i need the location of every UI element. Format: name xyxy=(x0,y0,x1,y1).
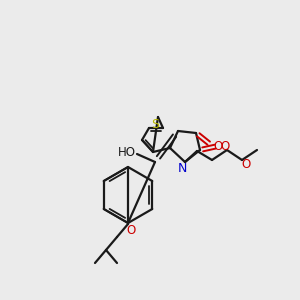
Text: O: O xyxy=(242,158,250,172)
Text: O: O xyxy=(126,224,136,236)
Text: O: O xyxy=(220,140,230,152)
Text: S: S xyxy=(151,118,159,130)
Text: O: O xyxy=(213,140,223,154)
Text: N: N xyxy=(177,163,187,176)
Text: HO: HO xyxy=(118,146,136,158)
